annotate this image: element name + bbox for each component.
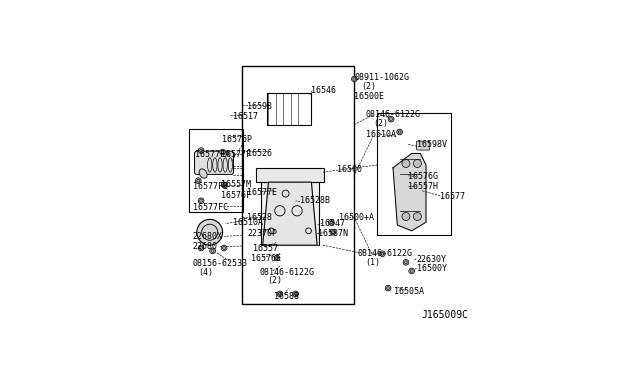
Circle shape [380, 251, 385, 257]
Text: 22370P: 22370P [247, 229, 277, 238]
Text: 16557H: 16557H [408, 182, 438, 191]
Text: 16528B: 16528B [300, 196, 330, 205]
Circle shape [385, 285, 391, 291]
Text: 16557M: 16557M [221, 180, 251, 189]
Text: 16577E: 16577E [247, 187, 277, 197]
Circle shape [220, 149, 225, 155]
Circle shape [351, 76, 357, 82]
Circle shape [198, 245, 204, 251]
FancyBboxPatch shape [195, 151, 234, 174]
Text: 16598: 16598 [247, 102, 272, 111]
Circle shape [210, 248, 216, 254]
Text: 16526: 16526 [247, 149, 272, 158]
FancyBboxPatch shape [257, 168, 324, 182]
Text: 16587N: 16587N [318, 229, 348, 238]
Ellipse shape [199, 169, 207, 178]
Text: 16577FB: 16577FB [193, 182, 228, 191]
Text: 08156-62533: 08156-62533 [193, 259, 248, 268]
Text: 16500Y: 16500Y [417, 264, 447, 273]
Bar [242, 66, 354, 304]
Text: J165009C: J165009C [422, 310, 468, 320]
Circle shape [403, 260, 409, 265]
Circle shape [397, 129, 403, 135]
Circle shape [198, 148, 204, 154]
Text: 22630Y: 22630Y [417, 255, 447, 264]
Text: 16500E: 16500E [355, 92, 385, 101]
Circle shape [388, 116, 394, 122]
Text: 16528: 16528 [247, 214, 272, 222]
Text: 16517: 16517 [232, 112, 258, 121]
Text: 08911-1062G: 08911-1062G [355, 73, 410, 82]
Text: 22680: 22680 [193, 242, 218, 251]
Text: 16510A: 16510A [366, 130, 396, 140]
Circle shape [274, 255, 280, 261]
Text: 16576G: 16576G [408, 172, 438, 181]
Circle shape [413, 212, 421, 221]
Circle shape [328, 219, 334, 225]
Circle shape [221, 245, 227, 251]
FancyBboxPatch shape [261, 182, 319, 245]
Text: 08146-6122G: 08146-6122G [357, 249, 412, 258]
Text: 22680X: 22680X [193, 232, 223, 241]
Text: (1): (1) [365, 258, 380, 267]
Text: 16576E: 16576E [251, 254, 281, 263]
Polygon shape [393, 154, 426, 231]
Text: (2): (2) [267, 276, 282, 285]
Text: 16547: 16547 [320, 219, 345, 228]
Text: 08146-6122G: 08146-6122G [366, 110, 421, 119]
Text: 16577: 16577 [440, 192, 465, 201]
Text: 16577F: 16577F [221, 150, 251, 160]
Bar [189, 129, 243, 212]
Circle shape [413, 160, 421, 167]
Text: 16557: 16557 [253, 244, 278, 253]
Text: 16505A: 16505A [394, 287, 424, 296]
Circle shape [221, 182, 227, 188]
Circle shape [198, 198, 204, 203]
Circle shape [292, 291, 298, 297]
Circle shape [197, 219, 223, 245]
Circle shape [409, 268, 415, 274]
Text: 16588: 16588 [274, 292, 299, 301]
Text: 16577FA: 16577FA [195, 150, 230, 160]
Circle shape [330, 230, 336, 235]
Polygon shape [262, 182, 317, 245]
Bar [377, 113, 451, 235]
Text: 16500: 16500 [337, 165, 362, 174]
Text: (2): (2) [362, 82, 376, 91]
Text: 08146-6122G: 08146-6122G [260, 268, 315, 277]
Text: 16577FC: 16577FC [193, 203, 228, 212]
Circle shape [195, 178, 201, 183]
Circle shape [402, 160, 410, 167]
Text: 16510A: 16510A [232, 218, 262, 227]
Text: 16576F: 16576F [221, 190, 251, 199]
Text: 16546: 16546 [312, 86, 337, 95]
Text: (2): (2) [373, 119, 388, 128]
Circle shape [402, 212, 410, 221]
Text: 16500+A: 16500+A [339, 214, 374, 222]
Circle shape [277, 291, 283, 297]
Text: 16576P: 16576P [222, 135, 252, 144]
Text: 16598V: 16598V [417, 140, 447, 150]
Text: (4): (4) [198, 268, 213, 277]
FancyBboxPatch shape [417, 141, 429, 150]
